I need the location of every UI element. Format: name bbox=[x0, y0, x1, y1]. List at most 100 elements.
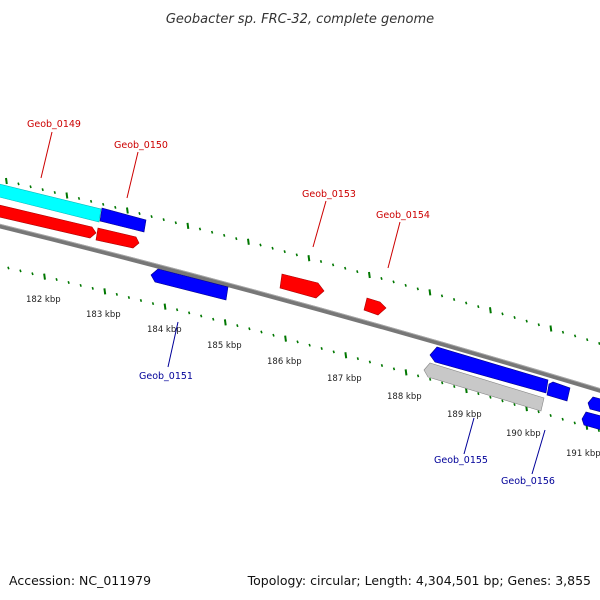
kbp-label-190: 190 kbp bbox=[506, 429, 541, 439]
gene-feature-0156-upper bbox=[546, 381, 571, 402]
minor-tick-mark bbox=[586, 338, 589, 342]
gene-label-geob-0151[interactable]: Geob_0151 bbox=[139, 371, 193, 382]
minor-tick-mark bbox=[187, 311, 191, 315]
gene-feature-0155-upper bbox=[429, 346, 549, 394]
minor-tick-mark bbox=[53, 191, 56, 195]
minor-tick-mark bbox=[392, 280, 395, 284]
minor-tick-mark bbox=[428, 377, 432, 381]
minor-tick-mark bbox=[162, 218, 165, 222]
minor-tick-mark bbox=[89, 199, 93, 203]
minor-tick-mark bbox=[212, 317, 215, 321]
minor-tick-mark bbox=[561, 330, 565, 334]
major-tick-mark bbox=[43, 273, 46, 280]
kbp-label-185: 185 kbp bbox=[207, 341, 242, 351]
minor-tick-mark bbox=[525, 319, 528, 323]
gene-label-geob-0149[interactable]: Geob_0149 bbox=[27, 119, 81, 130]
minor-tick-mark bbox=[392, 367, 396, 371]
minor-tick-mark bbox=[368, 360, 372, 364]
minor-tick-mark bbox=[597, 428, 600, 432]
gene-feature-0157 bbox=[587, 396, 600, 412]
minor-tick-mark bbox=[29, 185, 32, 189]
minor-tick-mark bbox=[380, 363, 384, 367]
minor-tick-mark bbox=[501, 312, 504, 316]
minor-tick-mark bbox=[55, 278, 58, 282]
minor-tick-mark bbox=[41, 188, 44, 192]
minor-tick-mark bbox=[513, 315, 516, 319]
gene-label-geob-0154[interactable]: Geob_0154 bbox=[376, 210, 430, 221]
major-tick-mark bbox=[489, 307, 492, 314]
minor-tick-mark bbox=[175, 308, 179, 312]
major-tick-mark bbox=[126, 207, 129, 214]
minor-tick-mark bbox=[19, 269, 22, 273]
minor-tick-mark bbox=[102, 202, 105, 206]
major-tick-mark bbox=[163, 303, 167, 310]
kbp-label-186: 186 kbp bbox=[267, 357, 302, 367]
genome-summary-text: Topology: circular; Length: 4,304,501 bp… bbox=[247, 573, 591, 588]
kbp-label-187: 187 kbp bbox=[327, 374, 362, 384]
gene-label-geob-0155[interactable]: Geob_0155 bbox=[434, 455, 488, 466]
leader-line-0156 bbox=[531, 429, 546, 475]
minor-tick-mark bbox=[416, 287, 419, 291]
gene-feature-0149 bbox=[0, 204, 97, 239]
kbp-label-189: 189 kbp bbox=[447, 410, 482, 420]
minor-tick-mark bbox=[453, 384, 456, 388]
minor-tick-mark bbox=[344, 266, 347, 270]
major-tick-mark bbox=[5, 177, 8, 185]
major-tick-mark bbox=[103, 288, 107, 295]
major-tick-mark bbox=[549, 325, 553, 332]
minor-tick-mark bbox=[380, 276, 383, 280]
minor-tick-mark bbox=[210, 230, 214, 234]
genome-backbone bbox=[0, 223, 600, 393]
minor-tick-mark bbox=[127, 295, 131, 299]
minor-tick-mark bbox=[356, 357, 360, 361]
minor-tick-mark bbox=[235, 237, 238, 241]
gene-label-geob-0156[interactable]: Geob_0156 bbox=[501, 476, 555, 487]
major-tick-mark bbox=[223, 319, 227, 326]
minor-tick-mark bbox=[31, 272, 34, 276]
minor-tick-mark bbox=[17, 182, 20, 186]
gene-label-geob-0150[interactable]: Geob_0150 bbox=[114, 140, 168, 151]
gene-feature-0150-reverse bbox=[99, 207, 147, 233]
minor-tick-mark bbox=[77, 196, 81, 200]
minor-tick-mark bbox=[174, 221, 177, 225]
leader-line-0151 bbox=[167, 321, 179, 368]
minor-tick-mark bbox=[138, 212, 141, 215]
gene-feature-0155 bbox=[423, 362, 545, 412]
minor-tick-mark bbox=[200, 314, 203, 318]
major-tick-mark bbox=[307, 255, 311, 262]
kbp-label-182: 182 kbp bbox=[26, 295, 61, 305]
minor-tick-mark bbox=[296, 340, 299, 344]
minor-tick-mark bbox=[537, 410, 540, 414]
gene-label-geob-0153[interactable]: Geob_0153 bbox=[302, 189, 356, 200]
minor-tick-mark bbox=[549, 413, 552, 417]
minor-tick-mark bbox=[198, 227, 202, 231]
lower-tick-track bbox=[7, 266, 600, 432]
minor-tick-mark bbox=[259, 243, 262, 247]
minor-tick-mark bbox=[139, 299, 143, 302]
minor-tick-mark bbox=[573, 421, 576, 425]
accession-text: Accession: NC_011979 bbox=[9, 573, 151, 588]
minor-tick-mark bbox=[115, 292, 119, 296]
leader-line-0153 bbox=[312, 200, 327, 248]
minor-tick-mark bbox=[319, 260, 323, 264]
major-tick-mark bbox=[65, 192, 69, 199]
major-tick-mark bbox=[428, 289, 432, 296]
minor-tick-mark bbox=[404, 283, 407, 287]
minor-tick-mark bbox=[356, 270, 359, 274]
minor-tick-mark bbox=[7, 266, 10, 270]
leader-line-0154 bbox=[387, 221, 401, 269]
gene-feature-0153 bbox=[279, 273, 325, 299]
major-tick-mark bbox=[186, 222, 190, 230]
upper-tick-track bbox=[5, 177, 600, 345]
leader-line-0149 bbox=[40, 131, 53, 179]
minor-tick-mark bbox=[320, 347, 323, 351]
minor-tick-mark bbox=[150, 215, 153, 219]
minor-tick-mark bbox=[308, 343, 311, 347]
minor-tick-mark bbox=[561, 417, 564, 421]
kbp-label-183: 183 kbp bbox=[86, 310, 121, 320]
minor-tick-mark bbox=[573, 334, 577, 338]
minor-tick-mark bbox=[501, 399, 504, 403]
minor-tick-mark bbox=[67, 280, 70, 284]
